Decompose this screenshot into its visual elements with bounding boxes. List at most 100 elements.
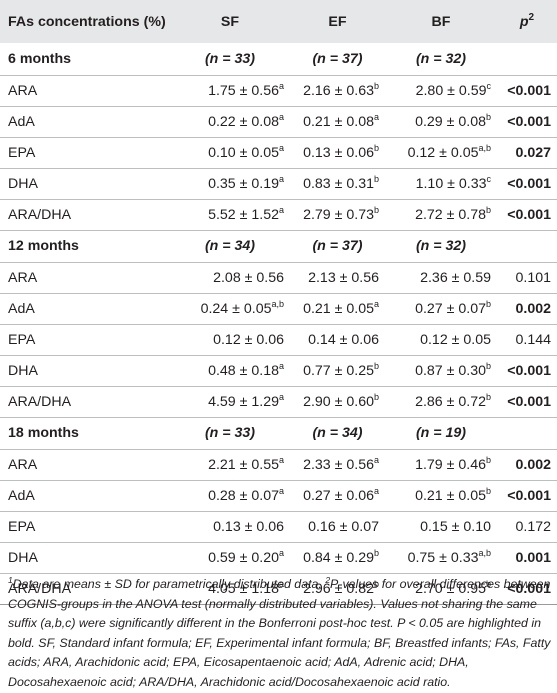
value-text: 0.87 ± 0.30 bbox=[415, 362, 486, 379]
row-label: ARA bbox=[0, 262, 170, 294]
value-cell-ef: 0.14 ± 0.06 bbox=[290, 324, 385, 356]
value-suffix: a bbox=[278, 485, 284, 496]
value-cell-bf: 2.72 ± 0.78b bbox=[385, 199, 497, 231]
value-text: 0.16 ± 0.07 bbox=[308, 518, 379, 535]
p-value-cell: <0.001 bbox=[497, 199, 557, 231]
table-row: DHA 0.35 ± 0.19a 0.83 ± 0.31b 1.10 ± 0.33c <… bbox=[0, 168, 557, 200]
value-suffix: a bbox=[278, 547, 284, 558]
table-row: AdA 0.24 ± 0.05a,b 0.21 ± 0.05a 0.27 ± 0.07… bbox=[0, 293, 557, 325]
value-suffix: a bbox=[373, 485, 379, 496]
section-title: 18 months bbox=[0, 417, 170, 450]
section-n-bf: (n = 32) bbox=[385, 230, 497, 263]
value-text: 0.21 ± 0.08 bbox=[303, 113, 374, 130]
value-suffix: a,b bbox=[478, 547, 491, 558]
header-group-sf: SF bbox=[220, 13, 240, 30]
footnote-text-2: P-values for overall differences between… bbox=[8, 577, 551, 689]
section-p-empty bbox=[497, 43, 557, 76]
value-cell-ef: 2.96 ± 0.82b bbox=[290, 573, 385, 605]
section-n-ef: (n = 34) bbox=[290, 417, 385, 450]
table-row: EPA 0.13 ± 0.06 0.16 ± 0.07 0.15 ± 0.10 0.17… bbox=[0, 511, 557, 543]
value-cell-ef: 0.77 ± 0.25b bbox=[290, 355, 385, 387]
value-suffix: b bbox=[373, 204, 379, 215]
row-label: ARA bbox=[0, 449, 170, 481]
value-text: 2.86 ± 0.72 bbox=[415, 393, 486, 410]
value-cell-sf: 2.21 ± 0.55a bbox=[170, 449, 290, 481]
value-text: 0.59 ± 0.20 bbox=[208, 549, 279, 566]
p-value-cell: <0.001 bbox=[497, 386, 557, 418]
value-text: 0.14 ± 0.06 bbox=[308, 331, 379, 348]
value-suffix: b bbox=[373, 547, 379, 558]
value-text: 2.16 ± 0.63 bbox=[303, 82, 374, 99]
section-n-bf: (n = 19) bbox=[385, 417, 497, 450]
value-text: 2.33 ± 0.56 bbox=[303, 456, 374, 473]
value-text: 2.36 ± 0.59 bbox=[420, 269, 491, 286]
value-suffix: a bbox=[278, 578, 284, 589]
table-row: ARA 2.21 ± 0.55a 2.33 ± 0.56a 1.79 ± 0.46b 0… bbox=[0, 449, 557, 481]
header-p-letter: p bbox=[519, 13, 529, 30]
value-text: 2.70 ± 0.95 bbox=[415, 580, 486, 597]
section-p-empty bbox=[497, 417, 557, 450]
value-cell-bf: 0.21 ± 0.05b bbox=[385, 480, 497, 512]
value-cell-ef: 0.16 ± 0.07 bbox=[290, 511, 385, 543]
value-cell-ef: 2.90 ± 0.60b bbox=[290, 386, 385, 418]
value-cell-ef: 0.21 ± 0.05a bbox=[290, 293, 385, 325]
value-cell-bf: 0.12 ± 0.05 bbox=[385, 324, 497, 356]
section-n-text: (n = 37) bbox=[312, 238, 363, 254]
table-row: EPA 0.10 ± 0.05a 0.13 ± 0.06b 0.12 ± 0.05a,… bbox=[0, 137, 557, 169]
p-value-cell: <0.001 bbox=[497, 75, 557, 107]
value-cell-ef: 2.33 ± 0.56a bbox=[290, 449, 385, 481]
section-row: 18 months (n = 33) (n = 34) (n = 19) bbox=[0, 417, 557, 450]
value-suffix: a bbox=[278, 111, 284, 122]
value-text: 0.12 ± 0.05 bbox=[420, 331, 491, 348]
value-cell-sf: 0.13 ± 0.06 bbox=[170, 511, 290, 543]
value-cell-sf: 2.08 ± 0.56 bbox=[170, 262, 290, 294]
value-cell-bf: 0.75 ± 0.33a,b bbox=[385, 542, 497, 574]
p-value-cell: 0.002 bbox=[497, 293, 557, 325]
value-text: 1.79 ± 0.46 bbox=[415, 456, 486, 473]
value-suffix: a bbox=[278, 204, 284, 215]
value-text: 0.28 ± 0.07 bbox=[208, 487, 279, 504]
fatty-acid-table: FAs concentrations (%) SF EF BF p2 6 mon… bbox=[0, 0, 557, 605]
header-label: FAs concentrations (%) bbox=[8, 13, 166, 30]
p-value-cell: <0.001 bbox=[497, 168, 557, 200]
p-value-cell: 0.101 bbox=[497, 262, 557, 294]
row-label: ARA/DHA bbox=[0, 386, 170, 418]
value-text: 2.90 ± 0.60 bbox=[303, 393, 374, 410]
value-suffix: b bbox=[373, 578, 379, 589]
value-cell-bf: 0.87 ± 0.30b bbox=[385, 355, 497, 387]
value-suffix: b bbox=[485, 111, 491, 122]
p-value-cell: <0.001 bbox=[497, 355, 557, 387]
value-suffix: a bbox=[373, 111, 379, 122]
value-text: 0.29 ± 0.08 bbox=[415, 113, 486, 130]
row-label: DHA bbox=[0, 542, 170, 574]
value-suffix: a bbox=[278, 360, 284, 371]
value-cell-sf: 0.59 ± 0.20a bbox=[170, 542, 290, 574]
section-n-text: (n = 33) bbox=[204, 50, 256, 67]
section-n-sf: (n = 33) bbox=[170, 417, 290, 450]
section-n-text: (n = 19) bbox=[415, 425, 467, 441]
header-group-bf: BF bbox=[431, 13, 451, 30]
header-p-sup: 2 bbox=[528, 11, 535, 23]
value-cell-bf: 2.80 ± 0.59c bbox=[385, 75, 497, 107]
header-row: FAs concentrations (%) SF EF BF p2 bbox=[0, 0, 557, 43]
p-value-cell: <0.001 bbox=[497, 106, 557, 138]
value-suffix: b bbox=[373, 173, 379, 184]
table-body: 6 months (n = 33) (n = 37) (n = 32) ARA 1.75 … bbox=[0, 43, 557, 605]
value-text: 0.48 ± 0.18 bbox=[208, 362, 279, 379]
value-suffix: b bbox=[485, 298, 491, 309]
value-suffix: b bbox=[485, 391, 491, 402]
table-row: DHA 0.59 ± 0.20a 0.84 ± 0.29b 0.75 ± 0.33a,… bbox=[0, 542, 557, 574]
value-suffix: c bbox=[486, 80, 492, 91]
value-text: 0.13 ± 0.06 bbox=[213, 518, 284, 535]
value-cell-ef: 2.16 ± 0.63b bbox=[290, 75, 385, 107]
value-suffix: b bbox=[373, 80, 379, 91]
value-suffix: c bbox=[486, 173, 492, 184]
row-label: DHA bbox=[0, 355, 170, 387]
value-cell-sf: 1.75 ± 0.56a bbox=[170, 75, 290, 107]
section-title: 6 months bbox=[0, 43, 170, 76]
row-label: EPA bbox=[0, 137, 170, 169]
value-cell-sf: 4.05 ± 1.18a bbox=[170, 573, 290, 605]
value-cell-ef: 0.84 ± 0.29b bbox=[290, 542, 385, 574]
value-cell-sf: 0.10 ± 0.05a bbox=[170, 137, 290, 169]
value-cell-bf: 0.29 ± 0.08b bbox=[385, 106, 497, 138]
